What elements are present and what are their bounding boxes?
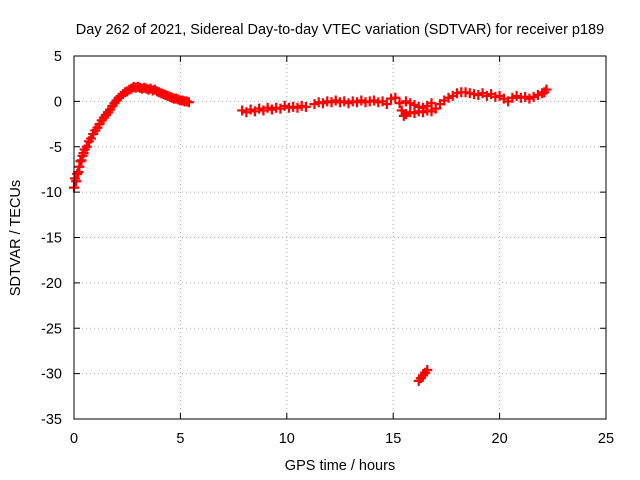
y-tick-label: -25	[41, 321, 62, 337]
axis-ticks: 0 5 10 15 20 25 5 0 -5 -10 -15 -20 -25 -30 -35	[41, 49, 614, 447]
chart-title: Day 262 of 2021, Sidereal Day-to-day VTE…	[76, 22, 604, 38]
data-point	[398, 110, 409, 121]
x-tick-label: 10	[279, 431, 295, 447]
data-point	[81, 141, 92, 152]
data-point	[394, 98, 405, 109]
y-tick-label: 0	[54, 94, 62, 110]
grid-lines	[74, 56, 606, 419]
y-axis-label: SDTVAR / TECUs	[8, 180, 24, 296]
data-point	[422, 364, 433, 375]
data-point	[381, 99, 392, 110]
y-tick-label: -10	[41, 185, 62, 201]
data-points	[69, 81, 552, 386]
data-point	[390, 92, 401, 103]
y-tick-label: -15	[41, 231, 62, 247]
x-tick-label: 5	[176, 431, 184, 447]
data-point	[300, 101, 311, 112]
data-point	[541, 84, 552, 95]
y-tick-label: 5	[54, 49, 62, 65]
data-point	[183, 97, 194, 108]
x-axis-label: GPS time / hours	[285, 458, 395, 474]
data-point	[426, 98, 437, 109]
y-tick-label: -20	[41, 276, 62, 292]
y-tick-label: -5	[49, 140, 62, 156]
data-point	[86, 133, 97, 144]
x-tick-label: 20	[492, 431, 508, 447]
y-tick-label: -35	[41, 412, 62, 428]
x-tick-label: 0	[70, 431, 78, 447]
x-tick-label: 15	[385, 431, 401, 447]
x-tick-label: 25	[598, 431, 614, 447]
y-tick-label: -30	[41, 367, 62, 383]
